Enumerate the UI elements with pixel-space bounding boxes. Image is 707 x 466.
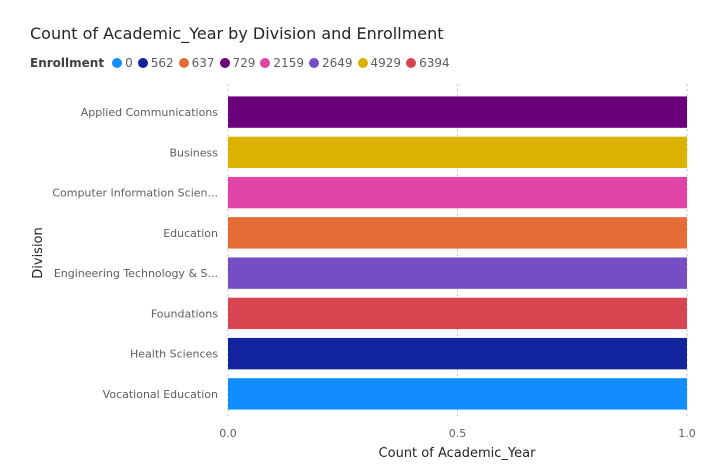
category-label: Health Sciences bbox=[130, 348, 218, 361]
legend-label: 2159 bbox=[273, 56, 304, 70]
legend-label: 637 bbox=[191, 56, 215, 70]
bar[interactable] bbox=[228, 378, 687, 410]
x-tick-label: 0.0 bbox=[219, 427, 237, 440]
bar[interactable] bbox=[228, 176, 687, 209]
category-label: Business bbox=[169, 146, 218, 159]
legend-label: 6394 bbox=[419, 56, 450, 70]
chart-legend[interactable]: Enrollment 0 562 637 729 2159 2649 4929 6394 bbox=[30, 55, 455, 71]
legend-item[interactable]: 0 bbox=[112, 56, 133, 70]
category-label: Foundations bbox=[151, 307, 218, 320]
legend-item[interactable]: 2649 bbox=[308, 56, 353, 70]
legend-label: 562 bbox=[150, 56, 174, 70]
bars bbox=[228, 96, 687, 410]
category-label: Engineering Technology & S... bbox=[54, 267, 218, 280]
legend-label: 4929 bbox=[370, 56, 402, 70]
legend-label: 729 bbox=[232, 56, 256, 70]
legend-dot-icon bbox=[357, 58, 368, 68]
x-tick-labels: 0.0 0.5 1.0 bbox=[219, 427, 696, 440]
legend-dot-icon bbox=[178, 58, 189, 68]
bar[interactable] bbox=[228, 297, 687, 330]
bar[interactable] bbox=[228, 257, 687, 289]
legend-dot-icon bbox=[137, 58, 148, 68]
category-label: Education bbox=[163, 227, 218, 240]
x-tick-label: 0.5 bbox=[449, 427, 467, 440]
legend-dot-icon bbox=[260, 58, 271, 68]
y-axis-title: Division bbox=[31, 227, 46, 279]
legend-dot-icon bbox=[308, 58, 319, 68]
category-label: Applied Communications bbox=[81, 106, 219, 119]
bar[interactable] bbox=[228, 337, 687, 370]
legend-dot-icon bbox=[219, 58, 230, 68]
x-tick-label: 1.0 bbox=[678, 427, 696, 440]
legend-item[interactable]: 562 bbox=[137, 56, 174, 70]
chart-title: Count of Academic_Year by Division and E… bbox=[30, 24, 444, 43]
x-axis-title: Count of Academic_Year bbox=[379, 446, 537, 461]
bar[interactable] bbox=[228, 217, 687, 249]
legend-item[interactable]: 4929 bbox=[357, 56, 402, 70]
legend-label: 0 bbox=[125, 56, 133, 70]
legend-dot-icon bbox=[112, 58, 123, 68]
bar[interactable] bbox=[228, 96, 687, 128]
legend-items: 0 562 637 729 2159 2649 4929 6394 bbox=[112, 56, 455, 70]
legend-item[interactable]: 729 bbox=[219, 56, 256, 70]
category-label: Vocational Education bbox=[103, 388, 218, 401]
legend-item[interactable]: 637 bbox=[178, 56, 215, 70]
category-labels: Applied Communications Business Computer I… bbox=[52, 106, 218, 401]
legend-item[interactable]: 6394 bbox=[406, 56, 450, 70]
legend-item[interactable]: 2159 bbox=[260, 56, 304, 70]
legend-dot-icon bbox=[406, 58, 417, 68]
category-label: Computer Information Scien... bbox=[52, 187, 218, 200]
legend-label: 2649 bbox=[321, 56, 353, 70]
bar[interactable] bbox=[228, 136, 687, 169]
legend-title: Enrollment bbox=[30, 56, 105, 70]
